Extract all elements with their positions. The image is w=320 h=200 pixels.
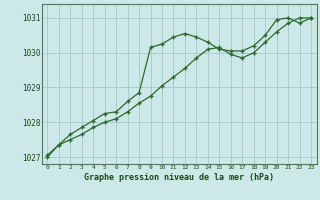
X-axis label: Graphe pression niveau de la mer (hPa): Graphe pression niveau de la mer (hPa) — [84, 173, 274, 182]
